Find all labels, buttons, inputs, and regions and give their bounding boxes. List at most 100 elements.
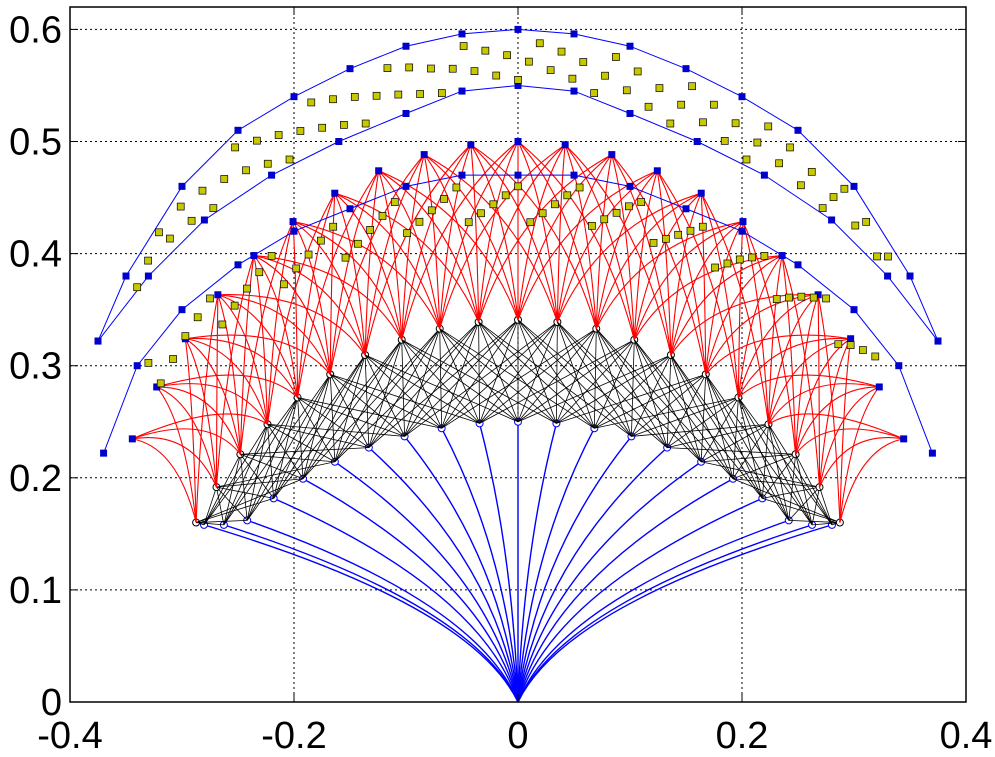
black-bundle-line <box>557 321 702 463</box>
x-tick-label: 0.2 <box>716 715 769 752</box>
black-bundle-line <box>732 397 739 479</box>
red-arc <box>156 386 197 523</box>
yellow-square-marker <box>649 239 658 247</box>
black-bundle-line <box>364 354 405 437</box>
yellow-square-marker <box>600 215 609 224</box>
red-arc <box>184 338 218 488</box>
yellow-square-marker <box>448 64 457 73</box>
black-bundle-line <box>240 453 335 463</box>
outer-top-marker <box>178 182 186 190</box>
black-bundle-line <box>401 339 443 429</box>
yellow-square-marker <box>525 57 533 66</box>
black-bundle-line <box>478 321 480 424</box>
red-arc <box>364 170 380 356</box>
red-arc <box>737 294 819 398</box>
inner-boundary-marker <box>626 182 634 190</box>
black-bundle-line <box>556 354 672 424</box>
black-bundle-line <box>738 397 763 499</box>
yellow-square-marker <box>862 217 871 226</box>
red-arc <box>742 221 770 425</box>
black-bundle-line <box>404 321 479 437</box>
red-arc <box>738 374 880 398</box>
yellow-square-marker <box>156 379 165 388</box>
outer-top-marker <box>514 25 522 33</box>
red-arc <box>132 438 197 523</box>
yellow-square-marker <box>340 121 348 129</box>
black-bundle-line <box>441 319 519 429</box>
outer-lower-marker <box>335 138 343 146</box>
black-bundle-line <box>329 374 405 437</box>
red-arc <box>737 221 744 398</box>
red-arc <box>556 144 566 322</box>
yellow-square-marker <box>637 198 646 206</box>
red-arc <box>297 170 380 398</box>
red-arc <box>423 154 558 323</box>
inner-boundary-marker <box>234 261 242 269</box>
black-bundle-line <box>404 319 519 437</box>
yellow-square-marker <box>481 46 490 55</box>
red-arc <box>470 144 558 323</box>
black-bundle-line <box>738 397 790 521</box>
red-arc <box>595 221 744 329</box>
yellow-square-marker <box>723 259 732 268</box>
black-bundle-line <box>595 328 702 463</box>
outer-lower-marker <box>570 87 578 95</box>
black-bundle-line <box>329 374 336 462</box>
red-arc <box>253 255 331 375</box>
red-arc <box>737 255 783 398</box>
black-bundle-line <box>705 374 763 499</box>
black-bundle-line <box>223 374 331 526</box>
red-arc <box>611 154 707 375</box>
black-bundle-line <box>479 321 558 424</box>
black-bundle-line <box>267 424 275 499</box>
red-arc <box>292 221 331 375</box>
red-arc <box>670 192 702 356</box>
red-arc <box>768 383 880 425</box>
yellow-square-marker <box>452 183 461 192</box>
outer-top-marker <box>234 126 242 134</box>
black-bundle-line <box>196 519 248 523</box>
yellow-square-marker <box>366 225 375 234</box>
black-bundle-line <box>240 447 369 455</box>
outer-top-marker <box>458 30 466 38</box>
yellow-square-marker <box>785 293 793 302</box>
red-arc <box>839 386 880 523</box>
yellow-square-marker <box>655 84 664 92</box>
black-bundle-line <box>246 424 268 521</box>
yellow-square-marker <box>551 200 559 209</box>
red-arc <box>334 192 366 356</box>
black-bundle-line <box>633 339 702 462</box>
red-arc <box>217 294 366 356</box>
red-arc <box>329 154 425 375</box>
yellow-square-marker <box>666 119 675 128</box>
black-bundle-line <box>595 328 632 437</box>
inner-boundary-marker <box>100 449 108 457</box>
yellow-square-marker <box>760 252 769 260</box>
black-bundle-line <box>556 321 558 424</box>
yellow-square-marker <box>296 127 305 135</box>
yellow-square-marker <box>526 218 535 227</box>
black-bundle-line <box>439 328 480 424</box>
blue-stem <box>203 524 519 703</box>
yellow-square-marker <box>318 123 327 132</box>
yellow-square-marker <box>405 63 414 72</box>
x-tick-label: 0.4 <box>940 715 993 752</box>
yellow-square-marker <box>829 193 838 201</box>
red-arc <box>217 294 269 425</box>
black-bundle-line <box>439 328 519 423</box>
red-arc <box>253 255 403 340</box>
black-bundle-line <box>216 486 248 521</box>
grid-lines <box>70 7 966 702</box>
red-arc <box>439 141 519 329</box>
black-bundle-line <box>302 374 331 479</box>
yellow-square-marker <box>155 228 163 237</box>
red-end-marker <box>608 151 616 159</box>
yellow-square-marker <box>588 221 596 230</box>
red-arc <box>156 374 298 398</box>
red-end-marker <box>514 138 522 146</box>
yellow-square-marker <box>292 264 301 273</box>
blue-stem <box>517 524 833 703</box>
black-bundle-line <box>705 374 790 521</box>
black-bundle-line <box>216 478 304 488</box>
